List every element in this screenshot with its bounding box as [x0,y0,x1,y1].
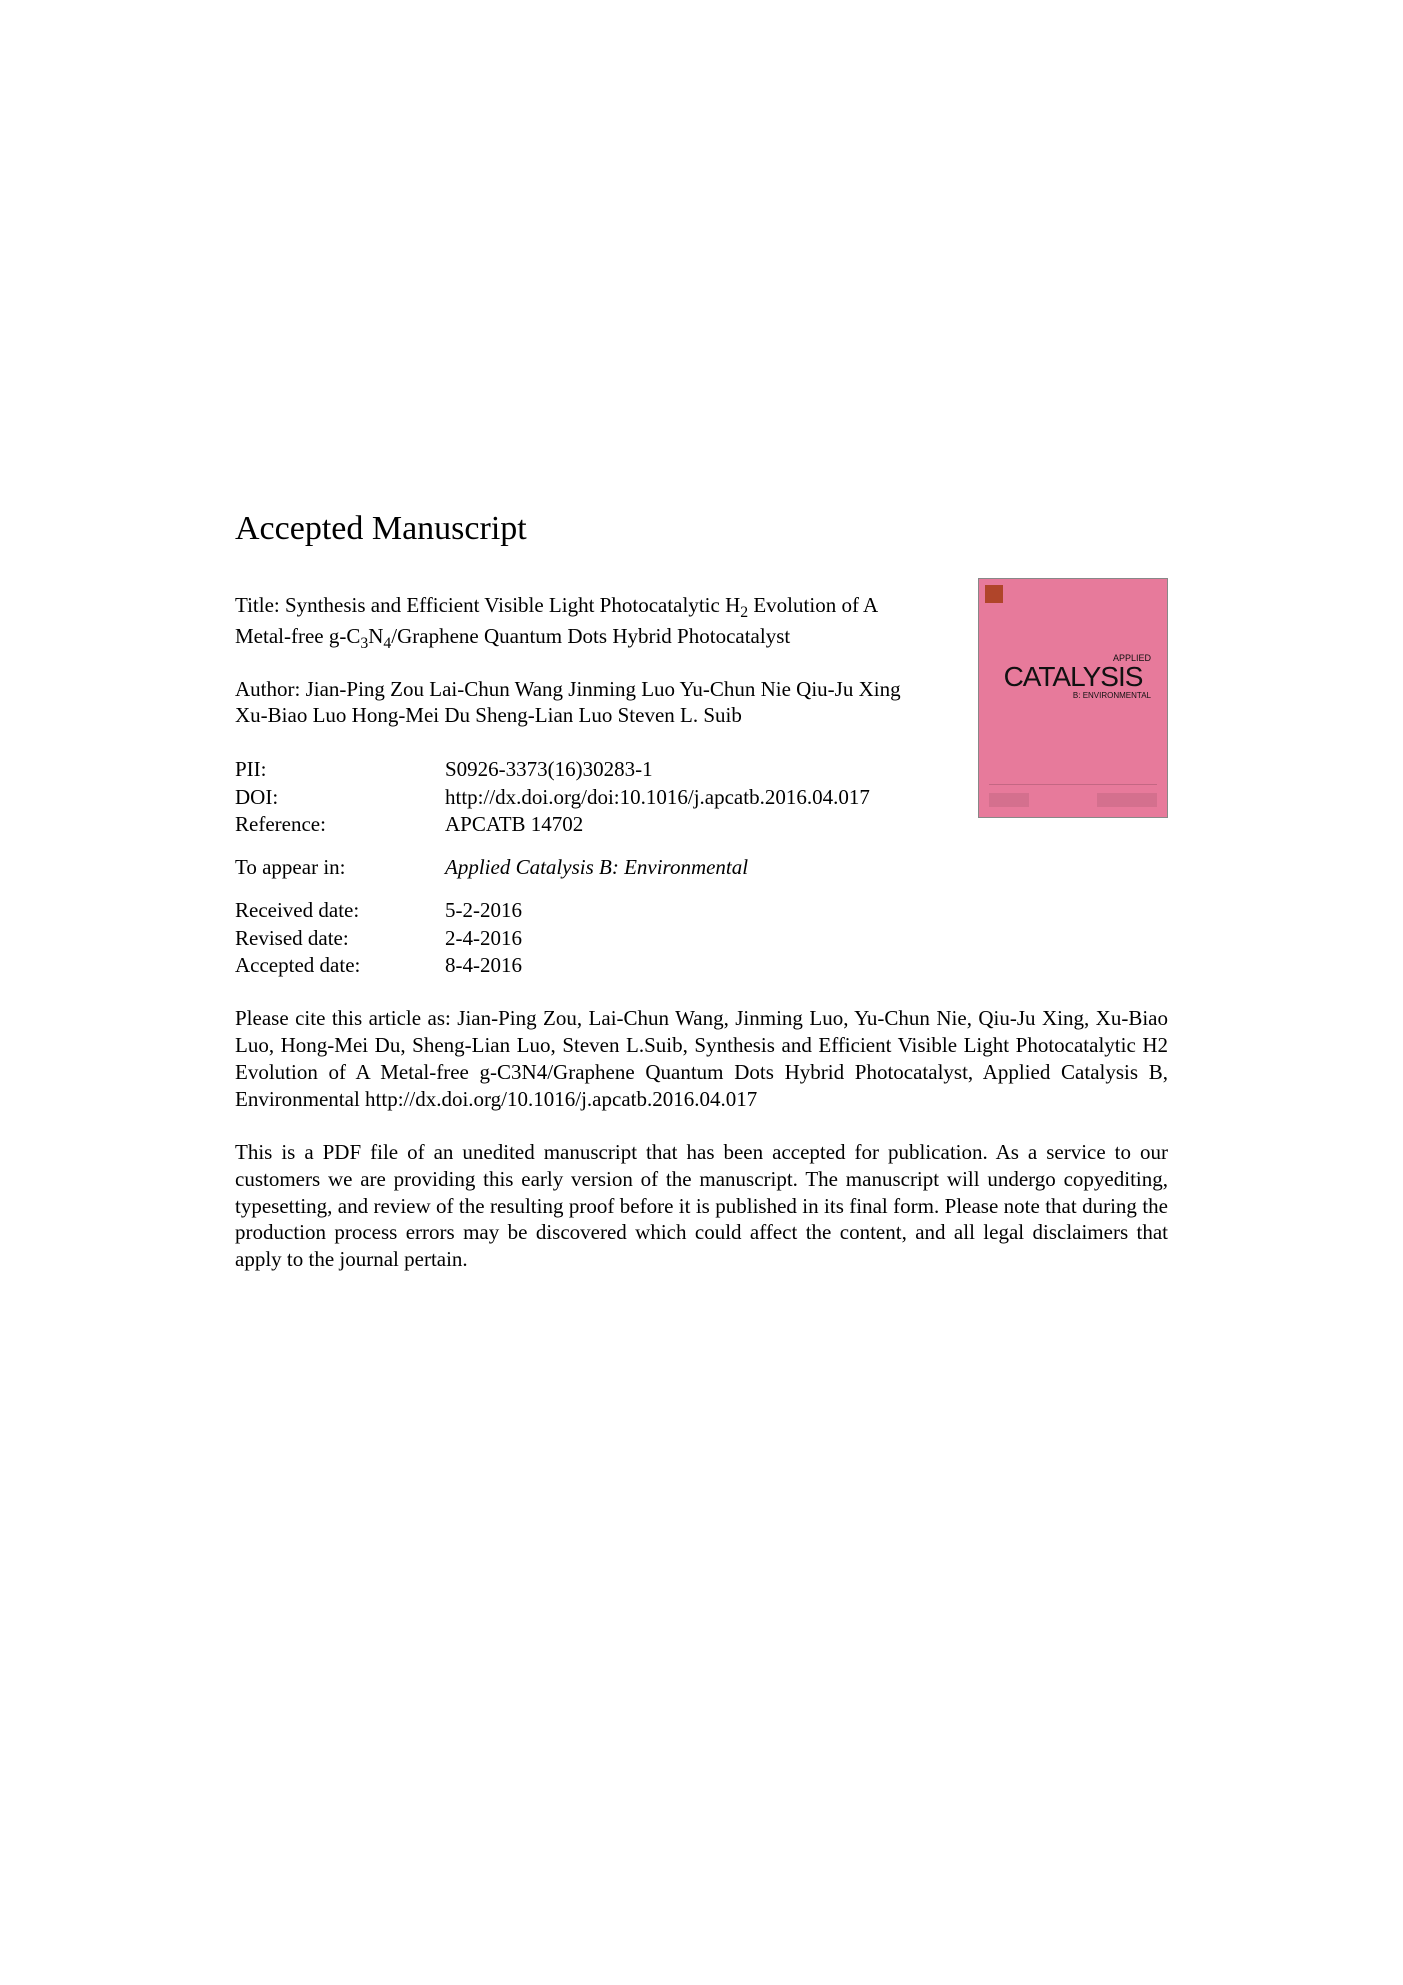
meta-value: 5-2-2016 [445,897,522,924]
meta-row-accepted: Accepted date: 8-4-2016 [235,952,1168,979]
top-block: Title: Synthesis and Efficient Visible L… [235,592,1168,728]
disclaimer-paragraph: This is a PDF file of an unedited manusc… [235,1139,1168,1273]
meta-row-appear: To appear in: Applied Catalysis B: Envir… [235,854,1168,881]
title-author-block: Title: Synthesis and Efficient Visible L… [235,592,935,728]
meta-value: http://dx.doi.org/doi:10.1016/j.apcatb.2… [445,784,870,811]
cover-footer-left [989,793,1029,807]
title-subscript: 2 [740,604,748,621]
manuscript-authors: Author: Jian-Ping Zou Lai-Chun Wang Jinm… [235,676,935,729]
title-part: Title: Synthesis and Efficient Visible L… [235,593,740,617]
manuscript-cover-page: Accepted Manuscript Title: Synthesis and… [0,0,1403,1985]
meta-label: Reference: [235,811,445,838]
publisher-logo-icon [985,585,1003,603]
journal-cover-thumbnail: APPLIED CATALYSIS B: ENVIRONMENTAL [978,578,1168,818]
citation-paragraph: Please cite this article as: Jian-Ping Z… [235,1005,1168,1113]
meta-row-received: Received date: 5-2-2016 [235,897,1168,924]
cover-divider [989,784,1157,785]
meta-label: PII: [235,756,445,783]
cover-text-catalysis: CATALYSIS [1004,661,1143,693]
title-part: /Graphene Quantum Dots Hybrid Photocatal… [391,624,790,648]
manuscript-title: Title: Synthesis and Efficient Visible L… [235,592,935,654]
meta-row-revised: Revised date: 2-4-2016 [235,925,1168,952]
meta-value: S0926-3373(16)30283-1 [445,756,653,783]
meta-label: Received date: [235,897,445,924]
cover-text-sub: B: ENVIRONMENTAL [1073,691,1151,700]
meta-value: 2-4-2016 [445,925,522,952]
meta-label: DOI: [235,784,445,811]
meta-label: Accepted date: [235,952,445,979]
meta-label: Revised date: [235,925,445,952]
title-part: N [368,624,383,648]
meta-label: To appear in: [235,854,445,881]
cover-title-block: APPLIED CATALYSIS B: ENVIRONMENTAL [989,611,1157,741]
page-heading: Accepted Manuscript [235,510,1168,548]
author-label: Author: [235,677,306,701]
meta-value: 8-4-2016 [445,952,522,979]
cover-footer-right [1097,793,1157,807]
meta-value: APCATB 14702 [445,811,583,838]
meta-value-journal: Applied Catalysis B: Environmental [445,854,748,881]
author-names: Jian-Ping Zou Lai-Chun Wang Jinming Luo … [235,677,901,727]
